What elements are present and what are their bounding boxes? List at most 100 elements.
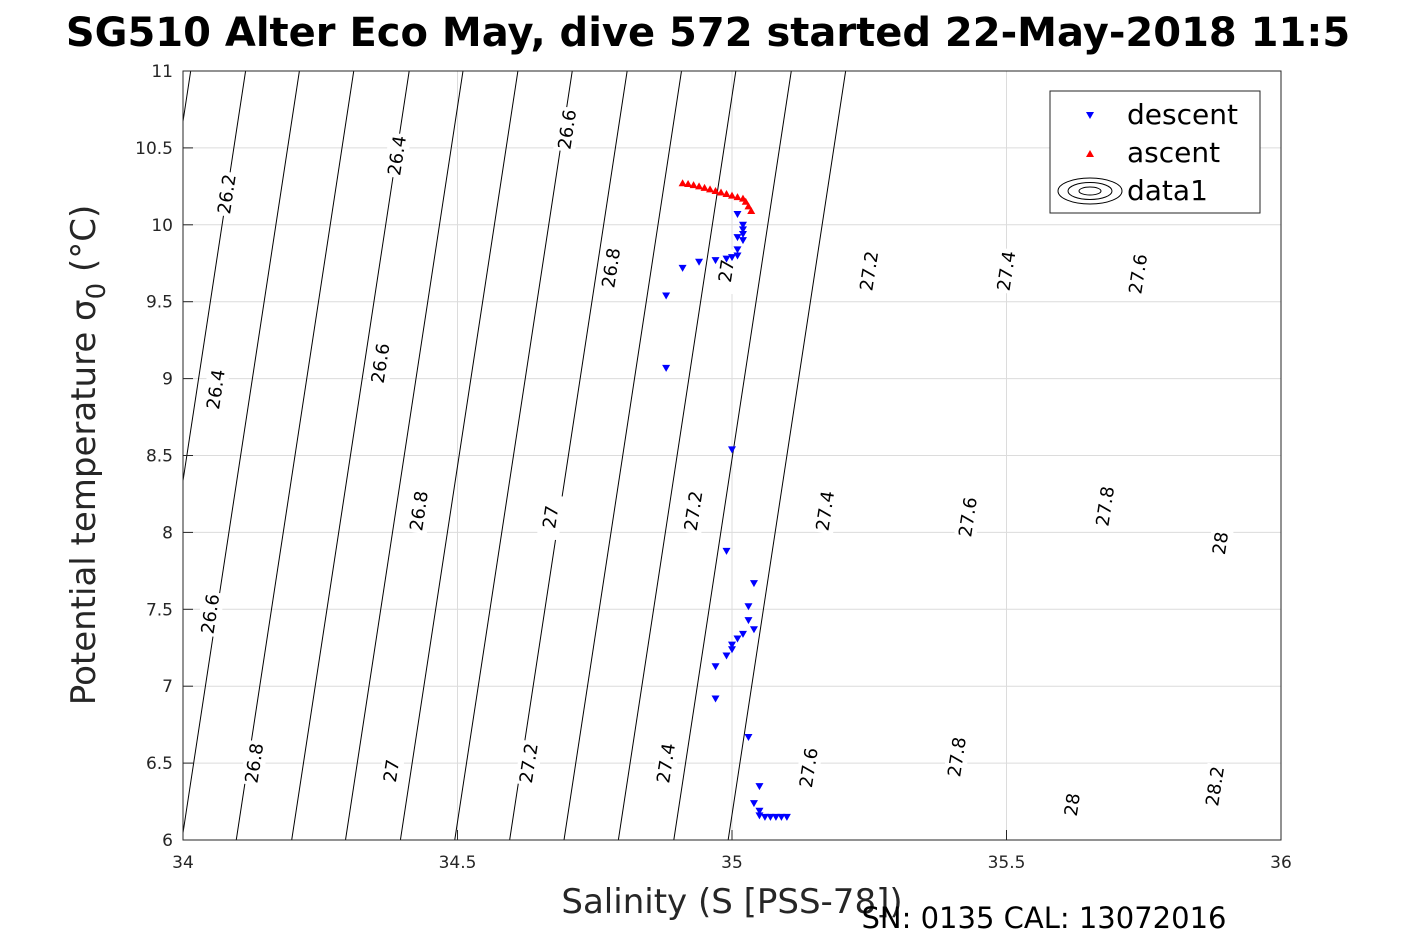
ascent-point [706, 185, 715, 193]
isopycnal-line [183, 71, 247, 484]
isopycnal-line [454, 71, 573, 840]
descent-point [744, 603, 753, 611]
descent-point [733, 246, 742, 254]
descent-point [782, 813, 791, 821]
contour-label-background [1206, 519, 1235, 567]
descent-point [755, 807, 764, 815]
descent-point [722, 547, 731, 555]
ascent-point [733, 193, 742, 201]
contour-label-background [1200, 762, 1230, 810]
y-tick-label: 7 [162, 677, 173, 697]
ascent-point [717, 188, 726, 196]
contour-label: 28 [1209, 530, 1233, 556]
descent-point [777, 813, 786, 821]
contour-label-background [382, 132, 412, 179]
x-tick-label: 36 [1270, 853, 1292, 873]
contour-label-background [679, 487, 708, 535]
y-axis-ticks: 6 6.5 7 7.5 8 8.5 9 9.5 10 10.5 11 [135, 62, 193, 851]
x-axis-ticks: 34 34.5 35 35.5 36 [172, 830, 1292, 873]
contour-label: 27 [715, 258, 739, 284]
descent-point [744, 733, 753, 741]
descent-point [662, 292, 671, 300]
y-tick-label: 8 [162, 523, 173, 543]
ascent-point [728, 191, 736, 199]
contour-label-background [1124, 250, 1153, 298]
ascent-point [711, 186, 720, 194]
descent-point [722, 652, 731, 660]
legend-ascent-label: ascent [1127, 136, 1220, 169]
data-series [662, 179, 791, 821]
descent-point [755, 783, 764, 791]
descent-point [733, 635, 742, 643]
descent-point [695, 258, 704, 266]
descent-point [728, 446, 736, 454]
descent-point [728, 646, 736, 654]
contour-label: 27 [380, 758, 404, 784]
descent-point [733, 252, 742, 260]
ascent-point [684, 180, 693, 188]
contour-label-background [1091, 482, 1120, 530]
isopycnal-line [727, 71, 847, 840]
contour-label: 28 [1061, 792, 1085, 818]
legend-contour-icon [1057, 177, 1123, 205]
descent-point [749, 626, 758, 634]
ascent-point [747, 206, 756, 214]
descent-point [733, 211, 742, 219]
legend-data1-label: data1 [1127, 174, 1208, 207]
contour-label-background [212, 170, 242, 218]
descent-point [766, 813, 775, 821]
descent-point [771, 813, 780, 821]
descent-point [738, 221, 747, 229]
isopycnal-line [399, 71, 519, 840]
isopycnal-line [509, 71, 628, 840]
contour-label-background [366, 339, 395, 387]
descent-point [738, 630, 747, 638]
ascent-point [678, 179, 687, 187]
isopycnal-line [235, 71, 355, 840]
grid-lines [182, 70, 1282, 841]
density-contour-labels: 26.226.426.626.426.626.8 27 27.2 27.4 27.626… [196, 106, 1235, 829]
contour-label-background [240, 739, 269, 787]
y-tick-label: 6 [162, 831, 173, 851]
x-tick-label: 35.5 [988, 853, 1026, 873]
isopycnal-line [183, 71, 300, 837]
y-tick-label: 8.5 [146, 447, 173, 467]
descent-point [738, 226, 747, 234]
descent-point [749, 800, 758, 808]
isopycnal-line [617, 71, 737, 840]
descent-point [738, 237, 747, 245]
contour-label-background [811, 487, 840, 535]
descent-point [744, 617, 753, 625]
y-axis-label-unit: (°C) [64, 205, 104, 283]
contour-label-background [992, 247, 1021, 295]
contour-label-background [953, 493, 983, 541]
y-axis-label-main: Potential temperature σ [64, 299, 104, 705]
x-axis-label: Salinity (S [PSS-78]) [561, 882, 902, 922]
y-axis-label-subscript: 0 [82, 283, 112, 300]
descent-point [733, 234, 742, 242]
descent-point [722, 255, 731, 263]
y-tick-label: 9 [162, 370, 173, 390]
descent-point [711, 695, 720, 703]
x-tick-label: 34 [172, 853, 194, 873]
contour-label-background [201, 365, 231, 413]
descent-point [760, 813, 769, 821]
x-tick-label: 34.5 [439, 853, 477, 873]
descent-point [749, 580, 758, 588]
legend-descent-marker [1086, 112, 1094, 119]
contour-label-background [536, 493, 566, 541]
ascent-point [744, 202, 753, 210]
y-axis-label: Potential temperature σ0 (°C) [64, 205, 112, 705]
contour-label-background [942, 733, 972, 781]
contour-label-background [514, 739, 544, 787]
descent-point [728, 254, 736, 262]
contour-label-background [377, 747, 406, 795]
contour-label-background [404, 487, 434, 535]
legend-box [1049, 90, 1261, 214]
density-contours [183, 71, 847, 840]
ascent-point [722, 190, 731, 198]
contour-label-background [1058, 781, 1087, 829]
ascent-point [700, 183, 709, 191]
footer-serial-calibration: SN: 0135 CAL: 13072016 [862, 901, 1227, 935]
ascent-point [741, 197, 750, 205]
